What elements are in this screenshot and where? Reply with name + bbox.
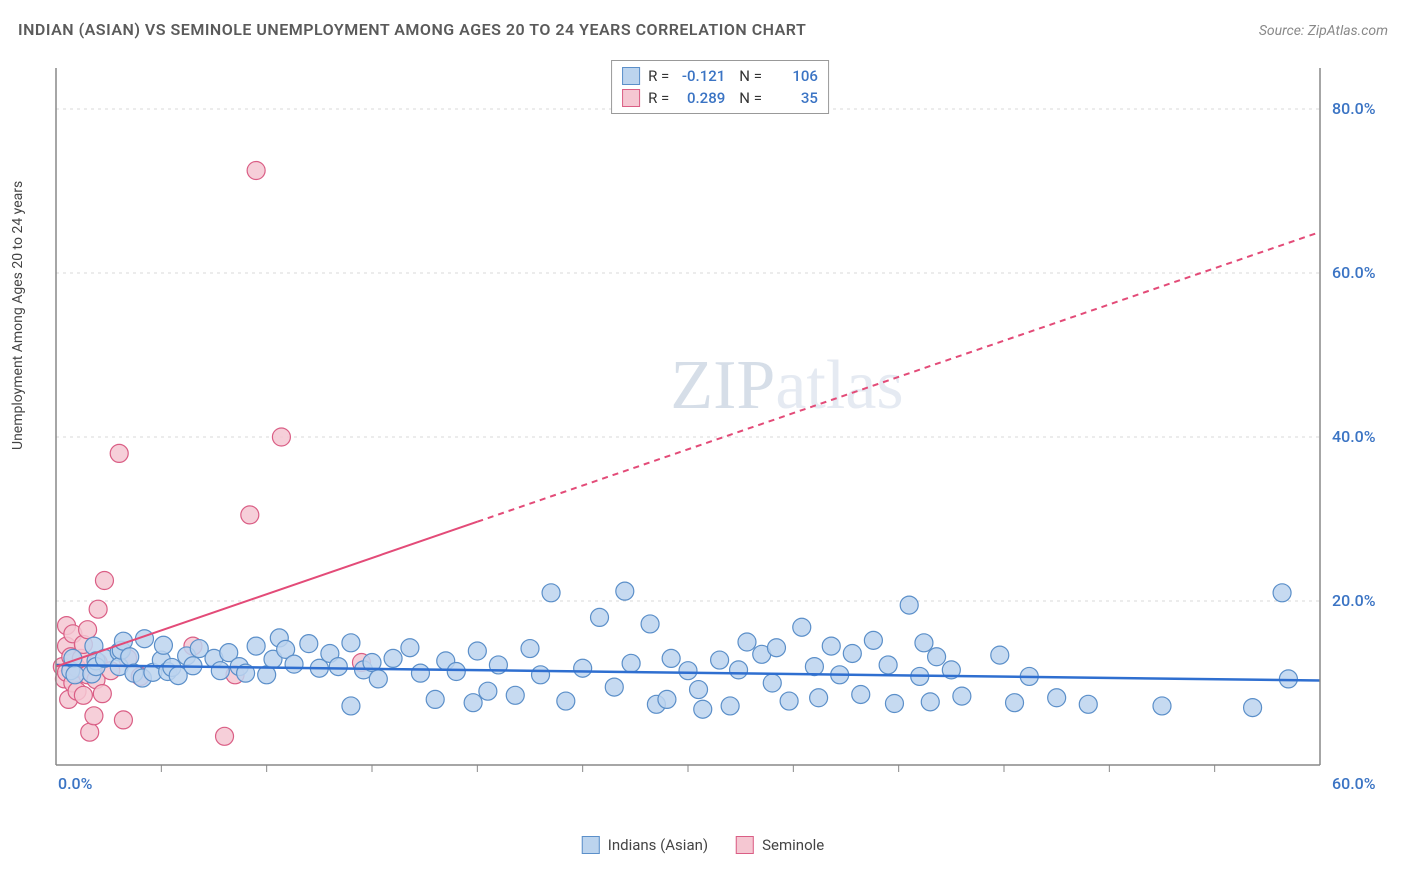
r-value-seminole: 0.289 (677, 87, 725, 109)
series-legend: Indians (Asian) Seminole (582, 836, 824, 854)
source-label: Source: ZipAtlas.com (1259, 23, 1388, 39)
chart-container: Unemployment Among Ages 20 to 24 years R… (0, 50, 1406, 862)
legend-swatch-bottom-indians (582, 836, 600, 854)
legend-item-indians: Indians (Asian) (582, 836, 708, 854)
legend-item-seminole: Seminole (736, 836, 824, 854)
y-axis-label: Unemployment Among Ages 20 to 24 years (10, 181, 26, 450)
correlation-legend: R = -0.121 N = 106 R = 0.289 N = 35 (611, 60, 829, 114)
legend-swatch-seminole (622, 89, 640, 107)
svg-text:ZIPatlas: ZIPatlas (670, 347, 903, 424)
chart-title: INDIAN (ASIAN) VS SEMINOLE UNEMPLOYMENT … (18, 20, 806, 39)
svg-text:40.0%: 40.0% (1332, 427, 1376, 446)
svg-text:0.0%: 0.0% (58, 774, 93, 793)
svg-text:60.0%: 60.0% (1332, 263, 1376, 282)
legend-label-seminole: Seminole (762, 836, 824, 854)
legend-label-indians: Indians (Asian) (608, 836, 708, 854)
legend-row-seminole: R = 0.289 N = 35 (622, 87, 818, 109)
n-value-seminole: 35 (770, 87, 818, 109)
n-value-indians: 106 (770, 65, 818, 87)
svg-text:80.0%: 80.0% (1332, 99, 1376, 118)
r-value-indians: -0.121 (677, 65, 725, 87)
plot-area: R = -0.121 N = 106 R = 0.289 N = 35 ZIPa… (50, 60, 1390, 800)
legend-swatch-bottom-seminole (736, 836, 754, 854)
scatter-chart: ZIPatlas 20.0% 40.0% 60.0% 80.0% 0.0% 60.0% (50, 60, 1390, 800)
legend-swatch-indians (622, 67, 640, 85)
svg-text:60.0%: 60.0% (1332, 774, 1376, 793)
svg-text:20.0%: 20.0% (1332, 591, 1376, 610)
legend-row-indians: R = -0.121 N = 106 (622, 65, 818, 87)
chart-header: INDIAN (ASIAN) VS SEMINOLE UNEMPLOYMENT … (18, 20, 1388, 39)
